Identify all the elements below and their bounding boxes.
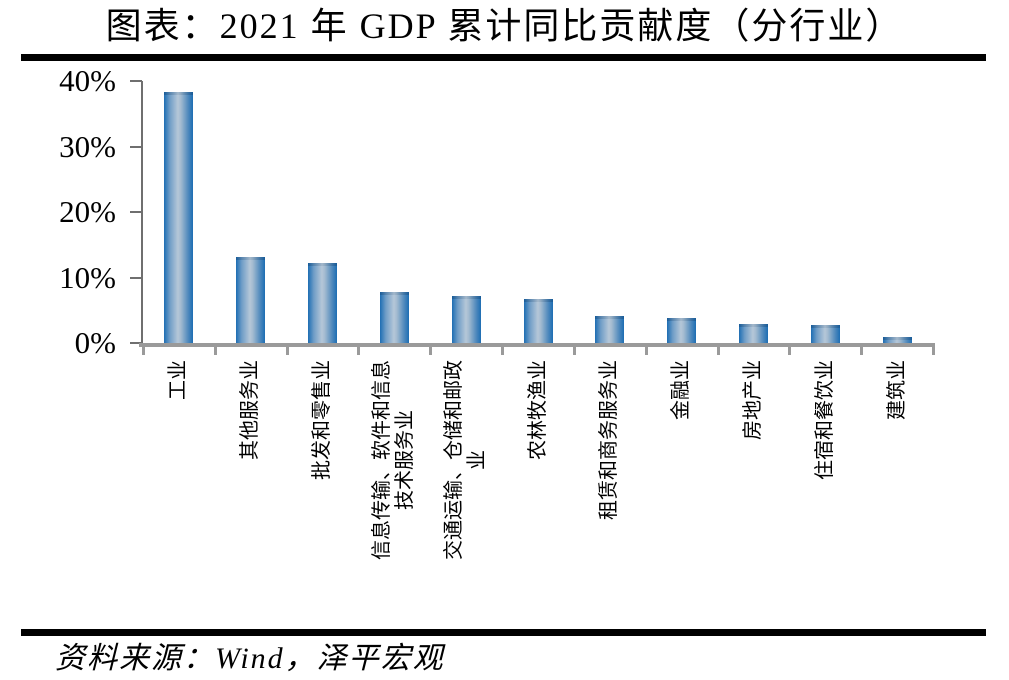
x-tick [572,347,576,355]
bar-3 [308,263,338,343]
y-axis-line [141,81,143,347]
x-category-label-text: 房地产业 [741,360,764,440]
x-category-label-text: 农林牧渔业 [526,360,549,460]
top-divider [21,54,986,61]
bar-1 [164,92,194,343]
bottom-divider [21,629,986,636]
x-tick [429,347,433,355]
x-tick [860,347,864,355]
x-tick [932,347,935,355]
y-tick [130,145,142,148]
bar-11 [882,337,912,343]
y-tick-label: 20% [59,194,116,229]
y-tick-label: 40% [59,63,116,98]
x-category-label-text: 建筑业 [885,360,908,420]
x-category-label: 住宿和餐饮业 [814,360,837,610]
bar-9 [738,324,768,343]
y-tick [130,342,142,344]
x-category-label-text: 其他服务业 [239,360,262,460]
y-tick [130,80,142,82]
y-tick [130,211,142,213]
bar-6 [523,299,553,343]
x-tick [716,347,720,355]
x-category-label-text: 住宿和餐饮业 [813,360,836,480]
x-category-label-text: 交通运输、仓储和邮政 业 [443,360,489,560]
x-tick [501,347,505,355]
x-axis-line [139,343,935,347]
chart-title: 图表：2021 年 GDP 累计同比贡献度（分行业） [105,6,904,46]
x-category-label: 信息传输、软件和信息 技术服务业 [371,360,417,610]
bar-8 [667,318,697,343]
x-category-label: 批发和零售业 [311,360,334,610]
x-tick [213,347,217,355]
bar-7 [595,316,625,343]
y-tick-label: 30% [59,128,116,164]
x-category-label: 金融业 [670,360,693,610]
x-tick [357,347,361,355]
x-tick [142,347,145,355]
x-category-label-text: 金融业 [670,360,693,420]
x-tick [644,347,648,355]
x-category-label-text: 工业 [167,360,190,400]
bar-5 [451,296,481,343]
x-category-label-text: 租赁和商务服务业 [598,360,621,520]
x-tick [788,347,792,355]
x-category-label: 其他服务业 [239,360,262,610]
bar-4 [379,291,409,343]
x-tick [285,347,289,355]
x-category-label: 农林牧渔业 [527,360,550,610]
y-tick [130,276,142,279]
x-category-label: 交通运输、仓储和邮政 业 [443,360,489,610]
x-category-label: 建筑业 [886,360,909,610]
x-category-label-text: 批发和零售业 [311,360,334,480]
bar-10 [810,324,840,343]
x-category-label-text: 信息传输、软件和信息 技术服务业 [371,360,417,560]
source-note: 资料来源：Wind，泽平宏观 [55,642,445,675]
y-tick-label: 10% [59,259,116,295]
y-tick-label: 0% [74,325,116,360]
x-category-label: 房地产业 [742,360,765,610]
x-category-label: 租赁和商务服务业 [598,360,621,610]
bar-2 [236,256,266,343]
x-category-label: 工业 [167,360,190,610]
